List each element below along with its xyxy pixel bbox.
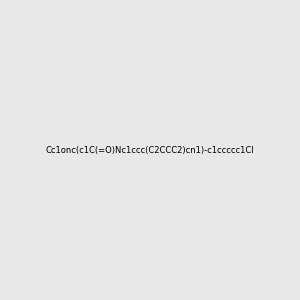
Text: Cc1onc(c1C(=O)Nc1ccc(C2CCC2)cn1)-c1ccccc1Cl: Cc1onc(c1C(=O)Nc1ccc(C2CCC2)cn1)-c1ccccc…: [46, 146, 254, 154]
